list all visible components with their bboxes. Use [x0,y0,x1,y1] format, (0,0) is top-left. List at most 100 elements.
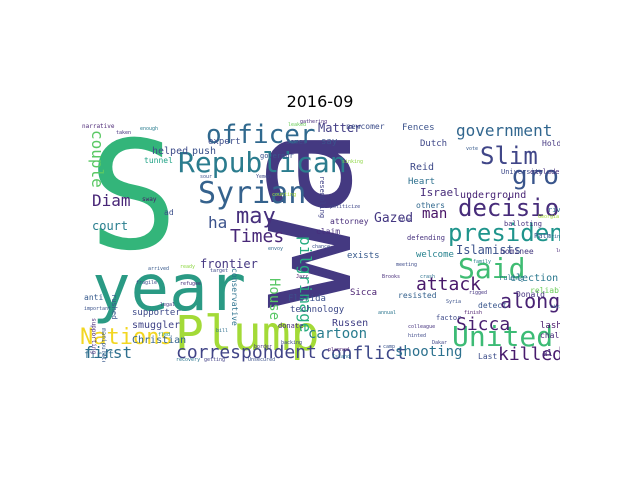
cloud-word: court [92,219,128,233]
cloud-word: Plump [175,306,320,362]
cloud-word: fragile [136,280,157,286]
cloud-word: Christian [132,335,186,346]
cloud-word: Georgia [538,214,559,220]
cloud-word: Sicca [350,288,377,298]
cloud-word: ready [180,264,195,270]
cloud-word: claim [316,227,340,236]
cloud-word: taken [116,130,131,136]
cloud-word: Donald [516,290,545,299]
cloud-word: ruling [499,274,524,282]
cloud-word: government [456,121,552,140]
cloud-word: rivalry [548,206,560,214]
cloud-word: defending [407,234,445,242]
cloud-word: attorney [330,217,369,226]
cloud-word: vote [466,146,478,152]
cloud-word: along [500,289,560,313]
cloud-word: enough [140,126,158,132]
cloud-word: Russen [332,318,368,329]
cloud-word: challenge [540,331,560,340]
cloud-word: supporting [90,318,97,355]
cloud-word: Dakar [432,340,447,346]
cloud-word: welcome [416,250,454,260]
cloud-word: donate [278,322,303,330]
cloud-word: hinted [408,333,426,339]
cloud-word: rigged [469,290,487,296]
cloud-word: Island [332,354,350,360]
cloud-word: say [321,137,338,147]
cloud-word: James [286,138,307,146]
cloud-word: arrived [148,266,169,272]
cloud-word: crash [420,274,435,280]
cloud-word: sway [142,196,157,203]
cloud-word: exists [347,251,380,261]
cloud-word: Yemen [256,174,271,180]
cloud-word: Syrian [198,176,306,211]
cloud-word: Jazz [296,274,308,280]
cloud-word: recovery [176,357,200,362]
cloud-word: Matter [318,121,361,135]
cloud-word: Nations [80,325,173,350]
cloud-word: S [88,118,178,284]
cloud-word: Florida [288,294,326,304]
cloud-word: Unsecured [248,357,275,362]
cloud-word: reliable [530,286,560,295]
cloud-word: bill [216,328,228,334]
cloud-word: group [512,161,560,191]
cloud-word: detect [478,301,507,310]
cloud-word: legal [160,302,175,308]
cloud-word: anti [84,293,103,302]
cloud-word: Syria [446,299,461,305]
cloud-word: sour [200,174,212,180]
cloud-word: first [84,343,132,362]
chart-title: 2016-09 [286,92,354,111]
cloud-word: refugee [180,281,201,287]
cloud-word: wa [212,127,386,308]
cloud-word: Sicca [456,314,510,335]
cloud-word: helped [152,146,188,157]
cloud-word: conflict [320,343,407,362]
cloud-word: narrative [82,123,115,130]
cloud-word: family [473,259,491,265]
cloud-word: sinking [342,159,363,165]
cloud-word: frontier [200,257,258,271]
cloud-word: couple [88,130,107,188]
cloud-word: smuggler [132,320,180,331]
cloud-word: Path [534,232,551,240]
cloud-word: exclude [530,168,560,176]
cloud-word: factor [436,314,461,322]
cloud-word: balloting [504,220,542,228]
cloud-word: ad [164,208,174,217]
cloud-word: man [422,206,447,222]
cloud-word: attack [416,274,481,295]
cloud-word: Diam [92,191,131,210]
cloud-word: first [84,350,114,361]
cloud-word: Republican [178,146,347,179]
cloud-word: year [92,252,246,326]
cloud-word: resembling [318,176,326,218]
cloud-word: leaked [288,122,306,128]
cloud-word: technology [290,305,345,315]
cloud-word: Holders [542,139,560,148]
cloud-word: Gazed [374,211,413,226]
cloud-word: camp [383,344,395,350]
cloud-word: Brooks [382,274,400,280]
cloud-word: decision [458,194,560,222]
cloud-word: backing [281,340,302,346]
cloud-word: officer [206,120,316,150]
cloud-word: meeting [396,262,417,268]
cloud-word: University [501,168,543,176]
cloud-word: United [452,320,553,353]
cloud-word: Times [230,226,284,247]
cloud-word: manipulated [100,328,107,362]
cloud-word: House [266,278,282,320]
cloud-word: target [210,268,228,274]
cloud-word: planned [328,347,349,353]
cloud-word: ha [208,213,227,232]
cloud-word: al [542,349,553,359]
cloud-word: border [254,344,272,350]
cloud-word: pilgrimage [296,236,315,332]
cloud-word: election [510,273,558,284]
cloud-word: fled [158,332,170,338]
cloud-word: Said [458,252,525,285]
cloud-word: underground [460,190,526,201]
